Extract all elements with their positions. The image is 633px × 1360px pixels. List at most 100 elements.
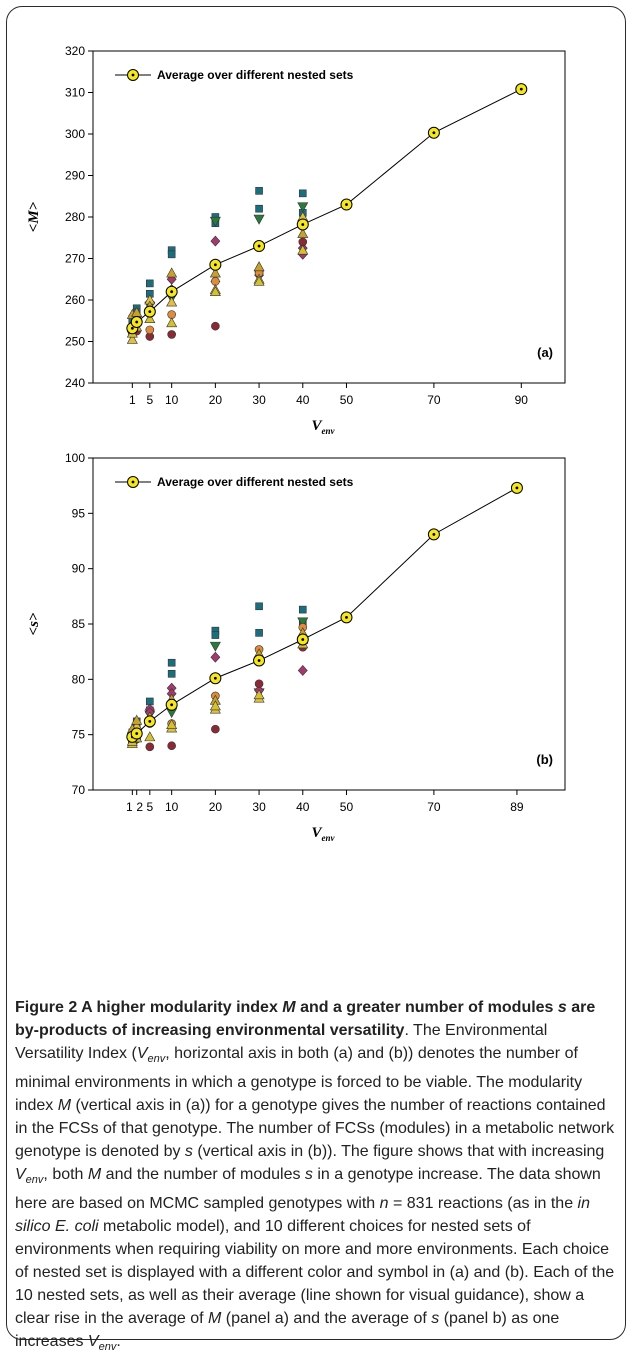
x-tick-label: 5	[146, 393, 153, 407]
x-tick-label: 89	[510, 800, 524, 814]
data-point-triangle	[253, 689, 265, 700]
x-tick-label: 40	[296, 800, 310, 814]
legend-marker-dot	[131, 73, 135, 77]
data-point-triangle-down	[253, 214, 265, 225]
figure-frame	[6, 6, 626, 1340]
average-line	[132, 487, 518, 738]
data-point-square	[167, 669, 176, 678]
data-point-triangle	[166, 317, 178, 328]
average-point-dot	[135, 320, 139, 324]
data-point-triangle	[209, 286, 221, 297]
data-point-triangle	[297, 244, 309, 255]
y-tick-label: 260	[65, 293, 85, 307]
y-tick-label: 90	[72, 562, 86, 576]
x-tick-label: 1	[126, 800, 133, 814]
x-tick-label: 50	[340, 800, 354, 814]
x-tick-label: 10	[165, 393, 179, 407]
average-point-dot	[345, 615, 348, 619]
data-point-circle	[167, 741, 176, 751]
average-point-dot	[432, 131, 436, 135]
average-point-dot	[301, 638, 305, 641]
y-axis-label: <M>	[26, 201, 42, 232]
average-point-dot	[135, 732, 139, 735]
y-tick-label: 300	[65, 127, 85, 141]
y-tick-label: 320	[65, 44, 85, 58]
y-tick-label: 240	[65, 376, 85, 390]
legend-label: Average over different nested sets	[157, 68, 354, 82]
x-tick-label: 2	[136, 800, 143, 814]
data-point-triangle	[144, 731, 156, 742]
x-tick-label: 20	[209, 393, 223, 407]
data-point-square	[298, 605, 307, 614]
data-point-triangle	[131, 714, 143, 725]
average-point-dot	[432, 532, 436, 536]
data-point-triangle-down	[209, 641, 221, 652]
panel-b: 70 75 80 85 90 95 100 1 2 5 10 20 30 40 50 70 89 <s> Venv (…	[26, 451, 566, 843]
y-tick-label: 85	[72, 617, 86, 631]
data-point-diamond	[297, 665, 308, 676]
y-tick-label: 70	[72, 783, 86, 797]
y-tick-label: 95	[72, 506, 86, 520]
y-tick-label: 280	[65, 210, 85, 224]
data-point-circle	[211, 321, 220, 331]
x-tick-label: 90	[515, 393, 529, 407]
x-tick-label: 30	[252, 800, 266, 814]
data-point-triangle	[209, 267, 221, 278]
average-point-dot	[148, 719, 152, 723]
y-tick-label: 250	[65, 335, 85, 349]
average-point-dot	[130, 326, 134, 330]
average-point-dot	[257, 244, 261, 248]
average-point-dot	[170, 703, 174, 707]
y-tick-label: 100	[65, 451, 85, 465]
panel-a: 240 250 260 270 280 290 300 310 320 1 5 10 20 30 40 50 7…	[26, 44, 566, 436]
panel-label: (b)	[536, 752, 553, 767]
y-axis-label: <s>	[26, 612, 42, 635]
data-point-square	[211, 631, 220, 639]
y-tick-label: 290	[65, 169, 85, 183]
x-tick-label: 70	[427, 393, 441, 407]
y-tick-label: 80	[72, 672, 86, 686]
data-point-circle	[145, 742, 155, 752]
x-tick-label: 10	[165, 800, 179, 814]
data-point-square	[167, 250, 176, 259]
data-point-square	[146, 279, 154, 288]
x-tick-label: 50	[340, 393, 354, 407]
legend-marker-dot	[131, 480, 135, 484]
data-point-square	[255, 187, 263, 195]
legend-label: Average over different nested sets	[157, 475, 354, 489]
x-tick-label: 20	[209, 800, 223, 814]
x-axis-label: Venv	[311, 825, 335, 843]
x-tick-label: 40	[296, 393, 310, 407]
data-point-diamond	[210, 651, 221, 663]
data-point-triangle	[166, 267, 178, 278]
caption-title: Figure 2 A higher modularity index M and…	[15, 999, 596, 1039]
data-point-square	[167, 658, 176, 667]
figure-caption: Figure 2 A higher modularity index M and…	[15, 999, 615, 1354]
data-point-circle	[254, 679, 264, 689]
x-axis-label: Venv	[311, 418, 335, 436]
data-point-circle	[167, 330, 176, 339]
average-point-dot	[515, 486, 519, 490]
data-point-triangle	[144, 313, 156, 323]
data-point-triangle	[126, 333, 138, 344]
data-point-triangle	[166, 719, 178, 730]
panel-label: (a)	[537, 345, 553, 360]
average-point-dot	[213, 263, 217, 267]
data-point-triangle	[166, 296, 178, 307]
data-point-triangle	[253, 261, 265, 272]
average-line	[131, 88, 522, 329]
x-tick-label: 70	[427, 800, 441, 814]
data-point-circle	[211, 724, 220, 734]
x-tick-label: 5	[146, 800, 153, 814]
data-point-square	[298, 189, 307, 198]
x-tick-label: 30	[252, 393, 266, 407]
data-point-circle	[145, 325, 155, 335]
x-tick-label: 1	[129, 393, 136, 407]
data-point-triangle-down	[297, 617, 309, 628]
data-point-square	[255, 602, 263, 611]
data-point-triangle	[209, 700, 221, 711]
average-point-dot	[345, 203, 348, 206]
y-tick-label: 270	[65, 252, 85, 266]
y-tick-label: 310	[65, 86, 85, 100]
